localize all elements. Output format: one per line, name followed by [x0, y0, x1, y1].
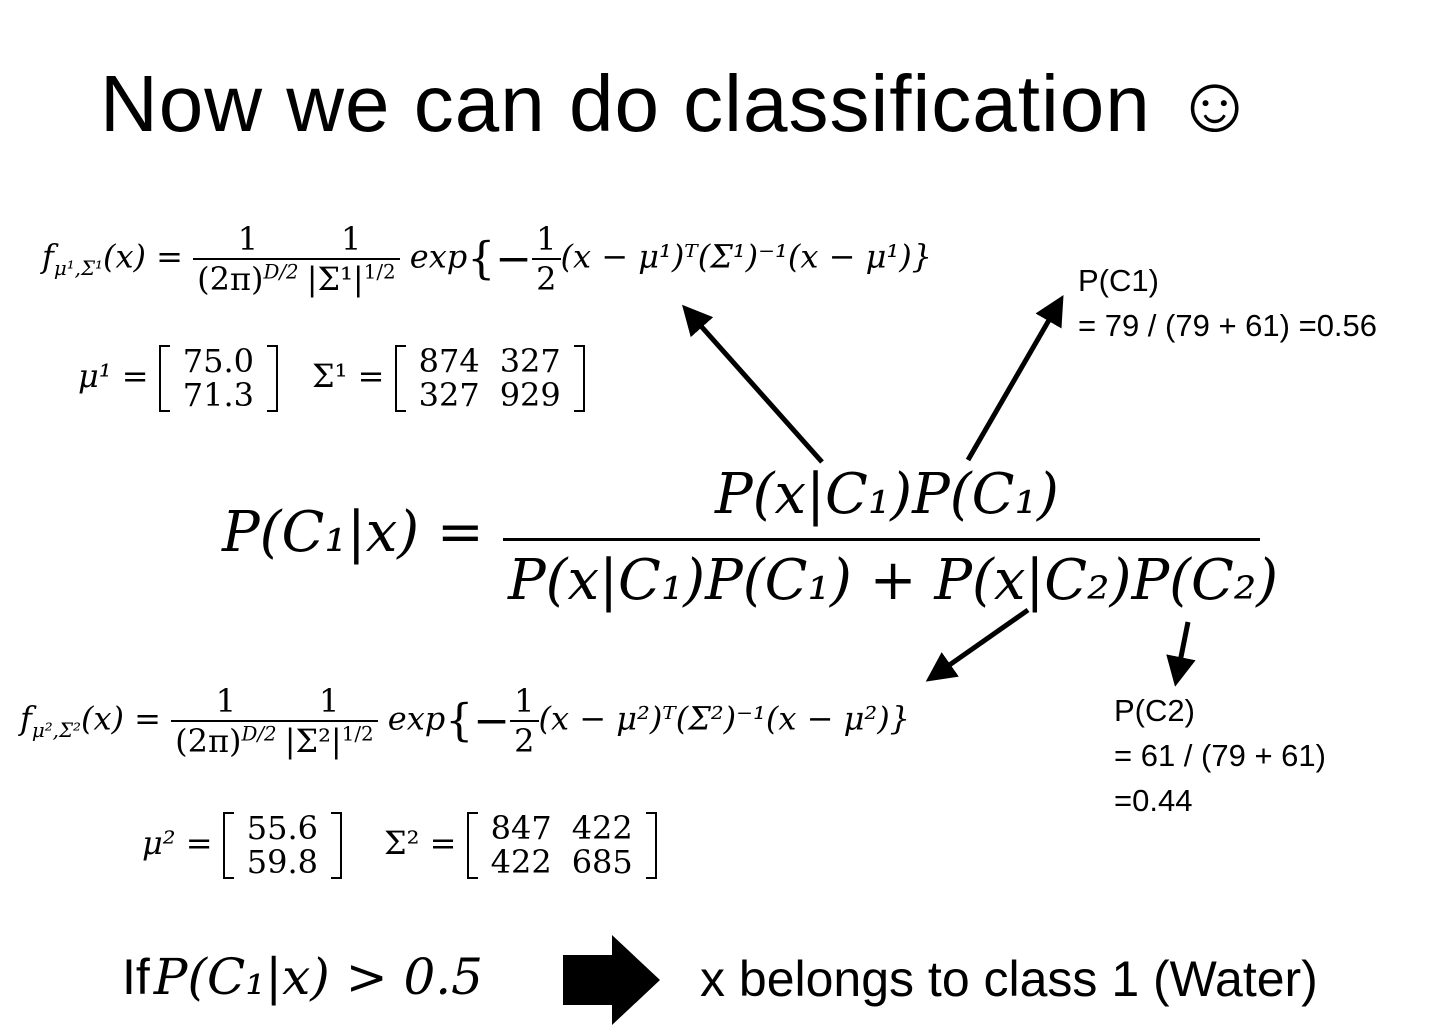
exponent-body: (x − μ¹)ᵀ(Σ¹)⁻¹(x − μ¹)}: [560, 237, 933, 276]
matrix-cell: 422: [490, 842, 552, 881]
fraction-numerator: 1: [340, 220, 362, 258]
half-fraction: 1 2: [510, 682, 539, 760]
pdf-symbol: f: [20, 699, 32, 738]
note-line: P(C1): [1078, 263, 1159, 298]
pdf-symbol: f: [42, 237, 54, 276]
prior-c1-note: P(C1) = 79 / (79 + 61) =0.56: [1078, 258, 1377, 348]
matrix-cell: 75.0: [182, 342, 255, 380]
note-line: P(C2): [1114, 693, 1195, 728]
half-fraction: 1 2: [532, 220, 561, 298]
prior-c2-note: P(C2) = 61 / (79 + 61) =0.44: [1114, 688, 1326, 823]
rule-result: x belongs to class 1 (Water): [700, 951, 1318, 1007]
if-word: If: [122, 949, 150, 1005]
right-bracket: [645, 812, 657, 880]
class1-pdf-formula: fμ¹,Σ¹(x) = 1 (2π)D/2 1 |Σ¹|1/2 exp{− 1 …: [42, 220, 932, 298]
matrix-cell: 327: [499, 342, 561, 380]
covariance-matrix: 847 422 422 685: [466, 809, 657, 881]
matrix-cell: 847: [490, 809, 552, 847]
pdf-argument: (x) =: [102, 237, 183, 276]
mean-vector: 55.6 59.8: [222, 809, 343, 881]
matrix-cell: 59.8: [246, 842, 319, 881]
matrix-cell: 929: [499, 375, 561, 414]
covariance-determinant: |Σ²|: [284, 722, 342, 760]
class1-covariance: Σ¹ = 874 327 327 929: [312, 342, 585, 414]
right-arrow-icon: [563, 935, 660, 1025]
two-pi: (2π): [197, 260, 264, 298]
fraction-denominator: 2: [532, 258, 561, 298]
normalizer-fraction-2: 1 |Σ²|1/2: [280, 682, 378, 760]
mean-label: μ¹ =: [78, 357, 149, 396]
left-bracket: [158, 345, 170, 413]
left-bracket: [394, 345, 406, 413]
exponent: D/2: [263, 260, 299, 284]
vector-cells: 75.0 71.3: [170, 342, 267, 414]
arrow-prior-c2: [1166, 621, 1196, 687]
exp-word: exp: [387, 699, 446, 738]
covariance-determinant: |Σ¹|: [306, 260, 364, 298]
fraction-denominator: (2π)D/2: [171, 720, 281, 760]
fraction-numerator: 1: [514, 682, 535, 720]
bayes-denominator: P(x|C₁)P(C₁) + P(x|C₂)P(C₂): [508, 548, 1279, 613]
fraction-denominator: |Σ²|1/2: [280, 720, 378, 760]
class2-mean: μ² = 55.6 59.8: [142, 809, 343, 881]
matrix-cell: 422: [571, 809, 633, 847]
exp-word: exp: [409, 237, 468, 276]
right-bracket: [267, 345, 279, 413]
matrix-cell: 685: [571, 842, 633, 881]
exponent-body: (x − μ²)ᵀ(Σ²)⁻¹(x − μ²)}: [538, 699, 911, 738]
class2-covariance: Σ² = 847 422 422 685: [384, 809, 657, 881]
right-bracket: [573, 345, 585, 413]
left-brace: {−: [467, 233, 533, 285]
fraction-denominator: (2π)D/2: [193, 258, 303, 298]
bayes-numerator: P(x|C₁)P(C₁): [715, 462, 1059, 527]
mean-label: μ² =: [142, 824, 213, 863]
rule-condition: P(C₁|x) > 0.5: [153, 948, 483, 1006]
left-bracket: [222, 812, 234, 880]
matrix-cell: 874: [418, 342, 480, 380]
two-pi: (2π): [175, 722, 242, 760]
fraction-numerator: 1: [215, 682, 237, 720]
normalizer-fraction-1: 1 (2π)D/2: [171, 682, 281, 760]
exponent: 1/2: [341, 722, 374, 746]
left-bracket: [466, 812, 478, 880]
pdf-argument: (x) =: [80, 699, 161, 738]
normalizer-fraction-2: 1 |Σ¹|1/2: [302, 220, 400, 298]
left-brace: {−: [445, 695, 511, 747]
fraction-bar: [503, 538, 1260, 541]
fraction-numerator: 1: [237, 220, 259, 258]
note-line: = 61 / (79 + 61): [1114, 738, 1326, 773]
normalizer-fraction-1: 1 (2π)D/2: [193, 220, 303, 298]
covariance-label: Σ¹ =: [312, 357, 385, 396]
covariance-label: Σ² =: [384, 824, 457, 863]
pdf-subscript: μ¹,Σ¹: [53, 256, 103, 280]
class2-pdf-formula: fμ²,Σ²(x) = 1 (2π)D/2 1 |Σ²|1/2 exp{− 1 …: [20, 682, 910, 760]
pdf-subscript: μ²,Σ²: [31, 718, 81, 742]
class1-mean: μ¹ = 75.0 71.3: [78, 342, 279, 414]
matrix-cells: 847 422 422 685: [478, 809, 646, 881]
fraction-denominator: |Σ¹|1/2: [302, 258, 400, 298]
matrix-cell: 71.3: [182, 375, 255, 414]
mean-vector: 75.0 71.3: [158, 342, 279, 414]
fraction-numerator: 1: [536, 220, 557, 258]
note-line: =0.44: [1114, 783, 1193, 818]
covariance-matrix: 874 327 327 929: [394, 342, 585, 414]
slide-title: Now we can do classification ☺: [100, 59, 1257, 148]
fraction-denominator: 2: [510, 720, 539, 760]
decision-rule: If P(C₁|x) > 0.5: [122, 948, 483, 1006]
matrix-cell: 327: [418, 375, 480, 414]
arrow-likelihood-c1: [682, 304, 824, 464]
matrix-cells: 874 327 327 929: [406, 342, 574, 414]
bayes-lhs: P(C₁|x) =: [222, 500, 484, 565]
arrow-prior-c1: [965, 295, 1064, 462]
arrow-likelihood-c2: [925, 607, 1030, 682]
fraction-numerator: 1: [318, 682, 340, 720]
exponent: D/2: [241, 722, 277, 746]
matrix-cell: 55.6: [246, 809, 319, 847]
note-line: = 79 / (79 + 61) =0.56: [1078, 308, 1378, 343]
vector-cells: 55.6 59.8: [234, 809, 331, 881]
exponent: 1/2: [363, 260, 396, 284]
right-bracket: [331, 812, 343, 880]
